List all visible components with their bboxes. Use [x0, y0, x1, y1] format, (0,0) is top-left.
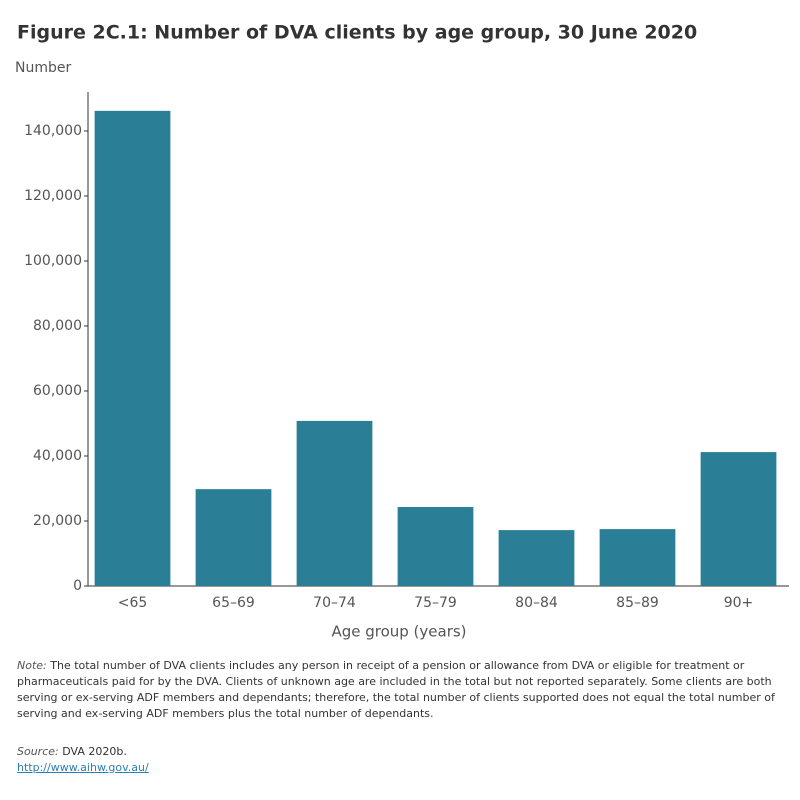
note-text: The total number of DVA clients includes…	[17, 659, 775, 720]
y-tick-label: 140,000	[24, 123, 82, 139]
x-tick-label: 80–84	[515, 595, 558, 611]
x-tick-label: 75–79	[414, 595, 457, 611]
x-tick-label: 85–89	[616, 595, 659, 611]
bar	[195, 489, 272, 586]
y-tick-label: 100,000	[24, 253, 82, 269]
y-tick-label: 120,000	[24, 188, 82, 204]
x-tick-label: <65	[118, 595, 148, 611]
bar	[94, 110, 171, 586]
y-axis-label: Number	[15, 60, 71, 76]
x-tick-label: 65–69	[212, 595, 255, 611]
y-tick-label: 60,000	[33, 383, 82, 399]
x-axis-label: Age group (years)	[331, 623, 466, 641]
bar	[599, 529, 676, 586]
source-label: Source:	[17, 745, 59, 758]
bar	[498, 530, 575, 586]
chart-title: Figure 2C.1: Number of DVA clients by ag…	[17, 22, 697, 44]
y-tick-label: 40,000	[33, 448, 82, 464]
y-tick-label: 80,000	[33, 318, 82, 334]
chart: Figure 2C.1: Number of DVA clients by ag…	[15, 22, 789, 641]
link[interactable]: http://www.aihw.gov.au/	[17, 761, 149, 774]
bar	[700, 452, 777, 586]
y-tick-label: 0	[73, 578, 82, 594]
bar	[296, 420, 373, 586]
x-tick-label: 70–74	[313, 595, 356, 611]
x-tick-label: 90+	[724, 595, 754, 611]
bar	[397, 507, 474, 586]
link-row: http://www.aihw.gov.au/	[17, 760, 787, 776]
source-text: DVA 2020b.	[62, 745, 127, 758]
y-tick-label: 20,000	[33, 513, 82, 529]
note-label: Note:	[17, 659, 47, 672]
note: Note: The total number of DVA clients in…	[17, 658, 787, 722]
source: Source: DVA 2020b.	[17, 744, 787, 760]
